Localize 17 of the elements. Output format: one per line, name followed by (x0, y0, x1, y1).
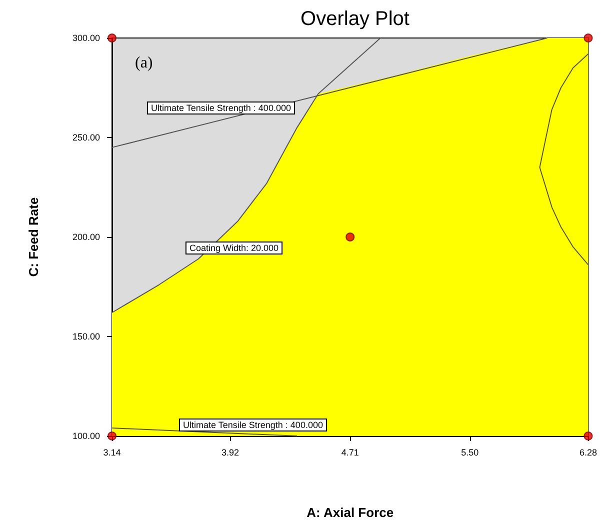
annotation: Ultimate Tensile Strength : 400.000 (183, 420, 323, 430)
chart-title: Overlay Plot (300, 8, 410, 30)
y-tick-label: 200.00 (72, 232, 100, 242)
x-axis-title: A: Axial Force (306, 505, 394, 520)
x-tick-label: 5.50 (461, 448, 479, 458)
y-tick-label: 300.00 (72, 33, 100, 43)
x-tick-label: 3.14 (103, 448, 121, 458)
y-axis-title: C: Feed Rate (26, 197, 41, 277)
y-tick-label: 150.00 (72, 332, 100, 342)
annotation: Ultimate Tensile Strength : 400.000 (151, 103, 291, 113)
x-tick-label: 3.92 (222, 448, 240, 458)
y-tick-label: 250.00 (72, 132, 100, 142)
annotation: (a) (135, 54, 153, 72)
x-tick-label: 6.28 (579, 448, 598, 458)
y-tick-label: 100.00 (72, 431, 100, 441)
x-tick-label: 4.71 (341, 448, 359, 458)
annotation: Coating Width: 20.000 (189, 243, 279, 253)
